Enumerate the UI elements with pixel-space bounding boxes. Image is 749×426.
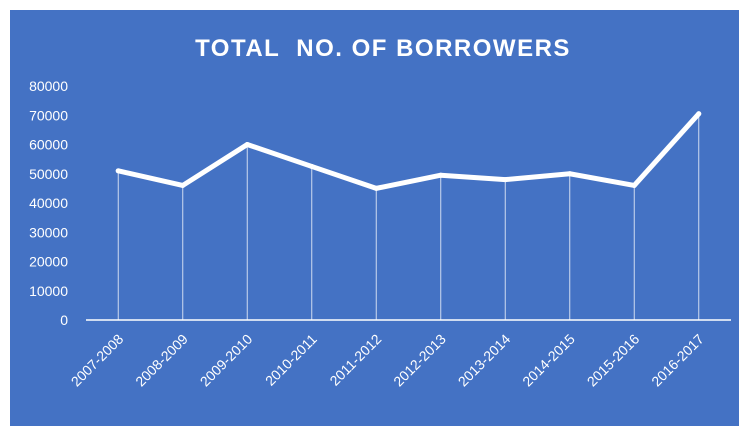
data-point bbox=[309, 163, 315, 169]
x-tick-label: 2007-2008 bbox=[68, 331, 127, 390]
data-point bbox=[438, 172, 444, 178]
x-tick-label: 2008-2009 bbox=[132, 331, 191, 390]
data-point bbox=[180, 182, 186, 188]
y-tick-label: 60000 bbox=[29, 137, 68, 153]
x-axis-ticks: 2007-2008 2008-2009 2009-2010 2010-2011 2011… bbox=[68, 331, 707, 390]
data-point bbox=[567, 171, 573, 177]
x-tick-label: 2010-2011 bbox=[262, 331, 320, 389]
data-point bbox=[696, 111, 702, 117]
x-tick-label: 2009-2010 bbox=[197, 331, 256, 390]
data-point bbox=[631, 182, 637, 188]
y-tick-label: 10000 bbox=[29, 283, 68, 299]
x-tick-label: 2014-2015 bbox=[519, 331, 578, 390]
x-tick-label: 2016-2017 bbox=[648, 331, 707, 390]
data-point bbox=[502, 177, 508, 183]
y-tick-label: 40000 bbox=[29, 195, 68, 211]
x-tick-label: 2012-2013 bbox=[390, 331, 449, 390]
y-tick-label: 30000 bbox=[29, 224, 68, 240]
series-line bbox=[115, 111, 702, 191]
chart-title: TOTAL NO. OF BORROWERS bbox=[195, 35, 571, 62]
x-tick-label: 2013-2014 bbox=[455, 331, 514, 390]
line-chart: TOTAL NO. OF BORROWERS 0 10000 20000 30000 4… bbox=[29, 35, 731, 390]
x-tick-label: 2015-2016 bbox=[584, 331, 643, 390]
y-tick-label: 70000 bbox=[29, 107, 68, 123]
x-tick-label: 2011-2012 bbox=[326, 331, 384, 389]
chart-panel: TOTAL NO. OF BORROWERS 0 10000 20000 30000 4… bbox=[10, 10, 739, 426]
data-point bbox=[373, 185, 379, 191]
data-point bbox=[115, 168, 121, 174]
y-tick-label: 0 bbox=[60, 312, 68, 328]
y-tick-label: 50000 bbox=[29, 166, 68, 182]
y-tick-label: 80000 bbox=[29, 78, 68, 94]
y-tick-label: 20000 bbox=[29, 254, 68, 270]
data-point bbox=[244, 142, 250, 147]
drop-lines bbox=[117, 113, 700, 320]
y-axis-ticks: 0 10000 20000 30000 40000 50000 60000 70000 8000… bbox=[29, 78, 68, 328]
